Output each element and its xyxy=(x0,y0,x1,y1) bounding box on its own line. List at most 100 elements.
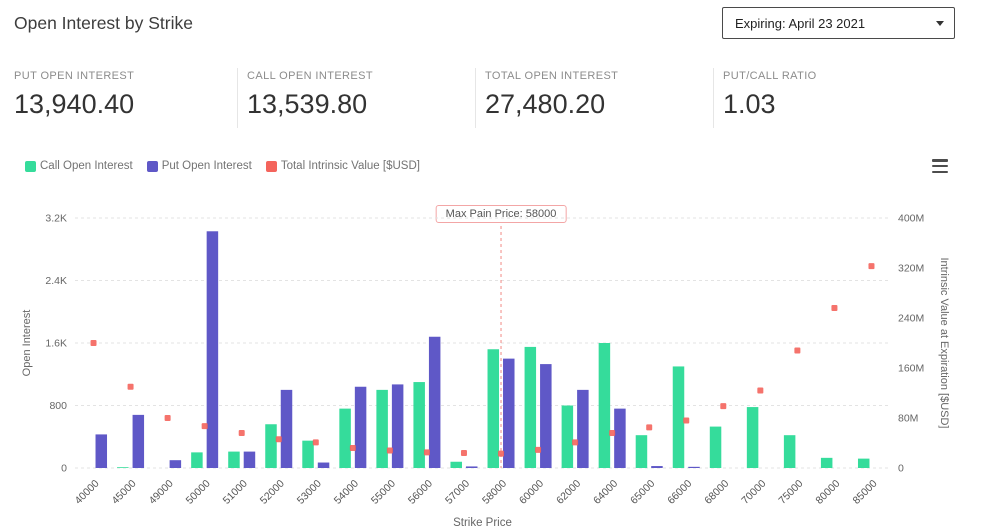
intrinsic-point-60000[interactable] xyxy=(535,446,542,453)
x-axis-tick: 52000 xyxy=(258,478,287,507)
intrinsic-point-53000[interactable] xyxy=(312,439,319,446)
divider xyxy=(475,68,476,128)
put-bar-49000[interactable] xyxy=(169,460,182,468)
intrinsic-point-51000[interactable] xyxy=(238,430,245,436)
x-axis-tick: 75000 xyxy=(776,478,805,507)
stat-total-open-interest: TOTAL OPEN INTEREST 27,480.20 xyxy=(485,70,618,120)
intrinsic-point-80000[interactable] xyxy=(831,305,838,311)
intrinsic-point-64000[interactable] xyxy=(609,430,616,436)
stat-value: 1.03 xyxy=(723,89,776,119)
put-bar-65000[interactable] xyxy=(651,466,663,468)
put-bar-64000[interactable] xyxy=(614,408,626,468)
legend-label: Total Intrinsic Value [$USD] xyxy=(280,160,420,172)
x-axis-tick: 45000 xyxy=(110,478,139,507)
left-axis-tick: 1.6K xyxy=(45,338,67,350)
put-bar-56000[interactable] xyxy=(428,336,441,468)
legend-label: Call Open Interest xyxy=(40,160,133,172)
put-bar-62000[interactable] xyxy=(577,389,589,468)
call-bar-57000[interactable] xyxy=(450,461,462,468)
legend-item-total-intrinsic-value[interactable]: Total Intrinsic Value [$USD] xyxy=(265,160,420,172)
stat-value: 27,480.20 xyxy=(485,89,606,119)
intrinsic-point-40000[interactable] xyxy=(90,340,97,346)
x-axis-tick: 51000 xyxy=(221,478,250,507)
hamburger-menu-icon[interactable] xyxy=(932,159,948,173)
call-bar-85000[interactable] xyxy=(857,458,870,468)
x-axis-tick: 40000 xyxy=(73,478,102,507)
intrinsic-point-62000[interactable] xyxy=(572,439,579,446)
call-bar-52000[interactable] xyxy=(265,424,277,468)
chevron-down-icon xyxy=(936,20,944,26)
intrinsic-point-65000[interactable] xyxy=(646,424,653,431)
intrinsic-point-58000[interactable] xyxy=(498,450,505,457)
stat-label: CALL OPEN INTEREST xyxy=(247,70,373,82)
put-bar-54000[interactable] xyxy=(354,386,367,468)
x-axis-tick: 62000 xyxy=(554,478,583,507)
intrinsic-point-75000[interactable] xyxy=(794,347,801,354)
call-bar-55000[interactable] xyxy=(376,389,388,468)
put-bar-58000[interactable] xyxy=(503,358,515,468)
call-bar-64000[interactable] xyxy=(598,343,611,468)
stat-call-open-interest: CALL OPEN INTEREST 13,539.80 xyxy=(247,70,373,120)
intrinsic-point-85000[interactable] xyxy=(868,263,875,270)
expiry-select[interactable]: Expiring: April 23 2021 xyxy=(722,7,955,39)
intrinsic-point-55000[interactable] xyxy=(386,447,393,454)
x-axis-tick: 54000 xyxy=(332,478,361,507)
intrinsic-point-52000[interactable] xyxy=(275,436,282,443)
call-bar-65000[interactable] xyxy=(635,435,648,468)
intrinsic-point-49000[interactable] xyxy=(164,415,171,421)
x-axis-tick: 57000 xyxy=(443,478,472,507)
put-bar-52000[interactable] xyxy=(280,389,293,468)
left-axis-tick: 800 xyxy=(49,400,67,412)
call-bar-58000[interactable] xyxy=(487,349,500,468)
call-bar-80000[interactable] xyxy=(820,457,833,468)
call-bar-75000[interactable] xyxy=(783,435,796,468)
expiry-select-value: Expiring: April 23 2021 xyxy=(735,15,866,31)
intrinsic-point-57000[interactable] xyxy=(460,450,467,456)
call-bar-53000[interactable] xyxy=(302,440,314,468)
put-bar-40000[interactable] xyxy=(95,434,108,468)
intrinsic-point-70000[interactable] xyxy=(757,387,764,394)
put-bar-60000[interactable] xyxy=(540,364,552,468)
stat-value: 13,539.80 xyxy=(247,89,368,119)
intrinsic-point-66000[interactable] xyxy=(683,417,690,424)
call-bar-66000[interactable] xyxy=(672,366,685,468)
legend-item-call-open-interest[interactable]: Call Open Interest xyxy=(25,160,133,172)
intrinsic-point-68000[interactable] xyxy=(720,403,727,410)
x-axis-tick: 50000 xyxy=(184,478,213,507)
x-axis-title: Strike Price xyxy=(453,517,512,529)
put-bar-50000[interactable] xyxy=(206,231,219,468)
put-bar-45000[interactable] xyxy=(132,414,145,468)
page-title: Open Interest by Strike xyxy=(14,13,193,33)
call-bar-70000[interactable] xyxy=(746,407,759,468)
put-bar-66000[interactable] xyxy=(688,466,700,468)
x-axis-tick: 53000 xyxy=(295,478,324,507)
divider xyxy=(237,68,238,128)
call-bar-51000[interactable] xyxy=(228,451,240,468)
call-bar-45000[interactable] xyxy=(117,467,129,468)
call-bar-68000[interactable] xyxy=(709,426,722,468)
call-bar-50000[interactable] xyxy=(191,452,203,468)
call-bar-60000[interactable] xyxy=(524,346,537,468)
intrinsic-point-56000[interactable] xyxy=(423,449,430,456)
intrinsic-point-54000[interactable] xyxy=(349,445,356,451)
x-axis-tick: 65000 xyxy=(628,478,657,507)
x-axis-tick: 56000 xyxy=(406,478,435,507)
intrinsic-point-45000[interactable] xyxy=(127,383,134,390)
call-bar-54000[interactable] xyxy=(339,408,351,468)
max-pain-annotation: Max Pain Price: 58000 xyxy=(435,205,567,223)
right-axis-tick: 400M xyxy=(898,213,924,225)
put-bar-51000[interactable] xyxy=(243,451,256,468)
put-bar-57000[interactable] xyxy=(465,466,478,468)
stat-label: PUT OPEN INTEREST xyxy=(14,70,135,82)
put-bar-55000[interactable] xyxy=(391,384,404,468)
call-bar-62000[interactable] xyxy=(561,405,574,469)
intrinsic-series-swatch xyxy=(265,160,277,172)
left-axis-tick: 3.2K xyxy=(45,213,67,225)
call-bar-56000[interactable] xyxy=(413,382,425,468)
stat-label: TOTAL OPEN INTEREST xyxy=(485,70,619,82)
intrinsic-point-50000[interactable] xyxy=(201,423,208,430)
put-series-swatch xyxy=(146,160,158,172)
legend-item-put-open-interest[interactable]: Put Open Interest xyxy=(146,160,252,172)
right-axis-tick: 160M xyxy=(898,363,924,375)
put-bar-53000[interactable] xyxy=(317,462,330,468)
